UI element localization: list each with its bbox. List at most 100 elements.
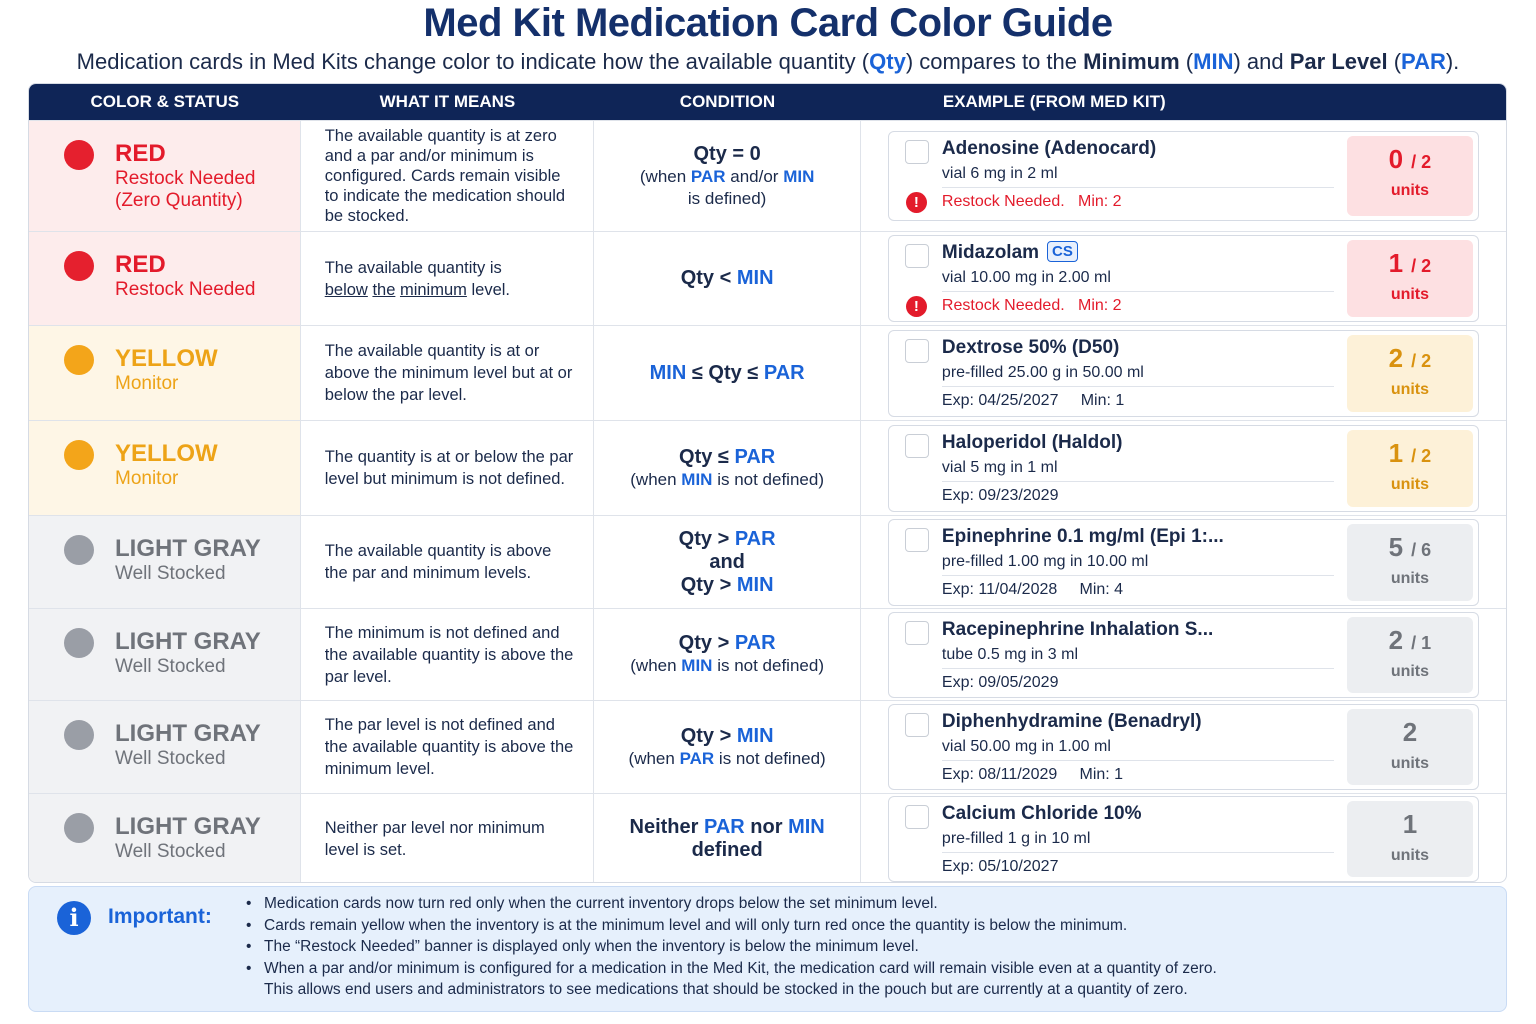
condition-note: (when MIN is not defined) xyxy=(630,656,824,675)
status-name: LIGHT GRAY xyxy=(115,535,261,562)
card-checkbox[interactable] xyxy=(904,338,929,363)
example-cell: Dextrose 50% (D50) pre-filled 25.00 g in… xyxy=(861,326,1506,420)
quantity-box: 2 units xyxy=(1346,709,1473,785)
quantity-par: / 2 xyxy=(1411,152,1432,172)
status-sub: Restock Needed (Zero Quantity) xyxy=(115,168,256,211)
example-cell: Epinephrine 0.1 mg/ml (Epi 1:... pre-fil… xyxy=(861,516,1506,608)
status-sub: Well Stocked xyxy=(115,563,226,584)
status-sub: Restock Needed xyxy=(115,279,256,300)
meaning-cell: Neither par level nor minimum level is s… xyxy=(301,794,595,882)
medication-card[interactable]: Adenosine (Adenocard) vial 6 mg in 2 ml … xyxy=(887,131,1479,221)
list-item: • Medication cards now turn red only when… xyxy=(246,895,938,912)
status-cell: LIGHT GRAY Well Stocked xyxy=(29,609,301,700)
card-checkbox[interactable] xyxy=(904,140,929,164)
quantity-value: 1 xyxy=(1388,437,1404,468)
condition-second: Qty > MIN xyxy=(680,573,774,596)
status-cell: LIGHT GRAY Well Stocked xyxy=(29,701,301,793)
medication-card[interactable]: Calcium Chloride 10% pre-filled 1 g in 1… xyxy=(887,796,1479,882)
status-sub: Well Stocked xyxy=(115,841,226,862)
meaning-cell: The par level is not defined and the ava… xyxy=(301,701,595,793)
condition-cell: Qty > MIN (when PAR is not defined) xyxy=(594,701,861,793)
condition-note: (when PAR is not defined) xyxy=(628,748,826,768)
condition-cell: MIN ≤ Qty ≤ PAR xyxy=(594,326,861,420)
medication-desc: tube 0.5 mg in 3 ml xyxy=(941,645,1078,663)
status-name: LIGHT GRAY xyxy=(115,628,261,655)
medication-card[interactable]: Dextrose 50% (D50) pre-filled 25.00 g in… xyxy=(887,329,1479,417)
card-checkbox[interactable] xyxy=(904,805,929,829)
medication-name: Racepinephrine Inhalation S... xyxy=(941,618,1214,640)
exclamation-circle-icon: ! xyxy=(905,296,927,317)
header-what-it-means: WHAT IT MEANS xyxy=(379,92,516,111)
card-checkbox[interactable] xyxy=(904,527,929,552)
condition-cell: Neither PAR nor MIN defined xyxy=(594,794,861,882)
restock-banner: Restock Needed. Min: 2 xyxy=(941,193,1122,210)
quantity-value: 0 xyxy=(1388,144,1404,174)
medication-card[interactable]: Racepinephrine Inhalation S... tube 0.5 … xyxy=(887,611,1479,698)
medication-name: Midazolam CS xyxy=(942,240,1078,266)
quantity-value: 2 xyxy=(1388,342,1404,373)
quantity-box: 2 / 1 units xyxy=(1346,616,1473,693)
header-example: EXAMPLE (FROM MED KIT) xyxy=(942,92,1166,111)
list-item: • Cards remain yellow when the inventory … xyxy=(246,916,1128,934)
medication-desc: pre-filled 1 g in 10 ml xyxy=(941,830,1091,847)
status-sub: Monitor xyxy=(115,468,179,489)
expiry-min: Exp: 08/11/2029 Min: 1 xyxy=(941,766,1124,783)
meaning-cell: The available quantity is at or above th… xyxy=(301,326,595,420)
status-name: YELLOW xyxy=(115,345,218,372)
card-divider xyxy=(941,291,1334,292)
condition-cell: Qty ≤ PAR (when MIN is not defined) xyxy=(594,421,861,515)
card-checkbox[interactable] xyxy=(904,433,929,458)
table-row: YELLOW Monitor The available quantity is… xyxy=(29,325,1506,420)
example-cell: Adenosine (Adenocard) vial 6 mg in 2 ml … xyxy=(861,121,1506,231)
controlled-substance-badge: CS xyxy=(1047,241,1078,262)
important-info-box: i Important: • Medication cards now turn … xyxy=(28,886,1507,1012)
example-cell: Racepinephrine Inhalation S... tube 0.5 … xyxy=(861,609,1506,700)
table-row: YELLOW Monitor The quantity is at or bel… xyxy=(29,420,1506,515)
important-label: Important: xyxy=(108,905,212,928)
table-header: COLOR & STATUS WHAT IT MEANS CONDITION E… xyxy=(29,84,1506,120)
condition-cell: Qty < MIN xyxy=(594,232,861,325)
meaning-cell: The available quantity is below the minim… xyxy=(301,232,595,325)
quantity-box: 0 / 2 units xyxy=(1346,136,1473,216)
condition-note: (when PAR and/or MIN xyxy=(639,166,815,186)
example-cell: Calcium Chloride 10% pre-filled 1 g in 1… xyxy=(861,794,1506,882)
meaning-cell: The quantity is at or below the par leve… xyxy=(301,421,595,515)
status-cell: RED Restock Needed xyxy=(29,232,301,325)
condition-and: and xyxy=(709,550,745,573)
card-checkbox[interactable] xyxy=(904,244,929,268)
quantity-box: 1 units xyxy=(1346,801,1473,877)
medication-card[interactable]: Midazolam CS vial 10.00 mg in 2.00 ml ! R… xyxy=(887,235,1479,322)
header-condition: CONDITION xyxy=(679,92,776,111)
condition-main: Qty > PAR xyxy=(678,527,776,550)
medication-desc: vial 5 mg in 1 ml xyxy=(941,458,1058,476)
medication-card[interactable]: Diphenhydramine (Benadryl) vial 50.00 mg… xyxy=(887,704,1479,790)
card-checkbox[interactable] xyxy=(904,713,929,737)
medication-card[interactable]: Epinephrine 0.1 mg/ml (Epi 1:... pre-fil… xyxy=(887,518,1479,606)
example-cell: Haloperidol (Haldol) vial 5 mg in 1 ml E… xyxy=(861,421,1506,515)
quantity-par: / 2 xyxy=(1411,256,1432,276)
medication-desc: vial 6 mg in 2 ml xyxy=(941,165,1058,182)
color-guide-table: COLOR & STATUS WHAT IT MEANS CONDITION E… xyxy=(28,83,1507,883)
expiry-min: Exp: 11/04/2028 Min: 4 xyxy=(941,580,1124,598)
quantity-unit: units xyxy=(1390,662,1430,680)
quantity-par: / 1 xyxy=(1411,632,1432,653)
yellow-status-dot xyxy=(64,440,94,470)
medication-name: Epinephrine 0.1 mg/ml (Epi 1:... xyxy=(941,525,1224,547)
medication-name: Adenosine (Adenocard) xyxy=(941,138,1157,159)
table-row: LIGHT GRAY Well Stocked The minimum is n… xyxy=(29,608,1506,700)
medication-name: Calcium Chloride 10% xyxy=(941,803,1142,824)
medication-name: Haloperidol (Haldol) xyxy=(941,431,1123,453)
page-title: Med Kit Medication Card Color Guide xyxy=(423,1,1113,45)
card-checkbox[interactable] xyxy=(904,620,929,645)
status-cell: LIGHT GRAY Well Stocked xyxy=(29,516,301,608)
medication-desc: pre-filled 1.00 mg in 10.00 ml xyxy=(941,552,1149,570)
card-divider xyxy=(941,480,1334,482)
condition-main: Qty < MIN xyxy=(680,267,774,289)
condition-cell: Qty = 0 (when PAR and/or MIN is defined) xyxy=(594,121,861,231)
condition-main: Qty = 0 xyxy=(693,142,761,165)
status-cell: LIGHT GRAY Well Stocked xyxy=(29,794,301,882)
medication-card[interactable]: Haloperidol (Haldol) vial 5 mg in 1 ml E… xyxy=(887,424,1479,512)
status-name: LIGHT GRAY xyxy=(115,720,261,747)
condition-cell: Qty > PAR and Qty > MIN xyxy=(594,516,861,608)
expiry-min: Exp: 09/23/2029 xyxy=(941,486,1059,504)
